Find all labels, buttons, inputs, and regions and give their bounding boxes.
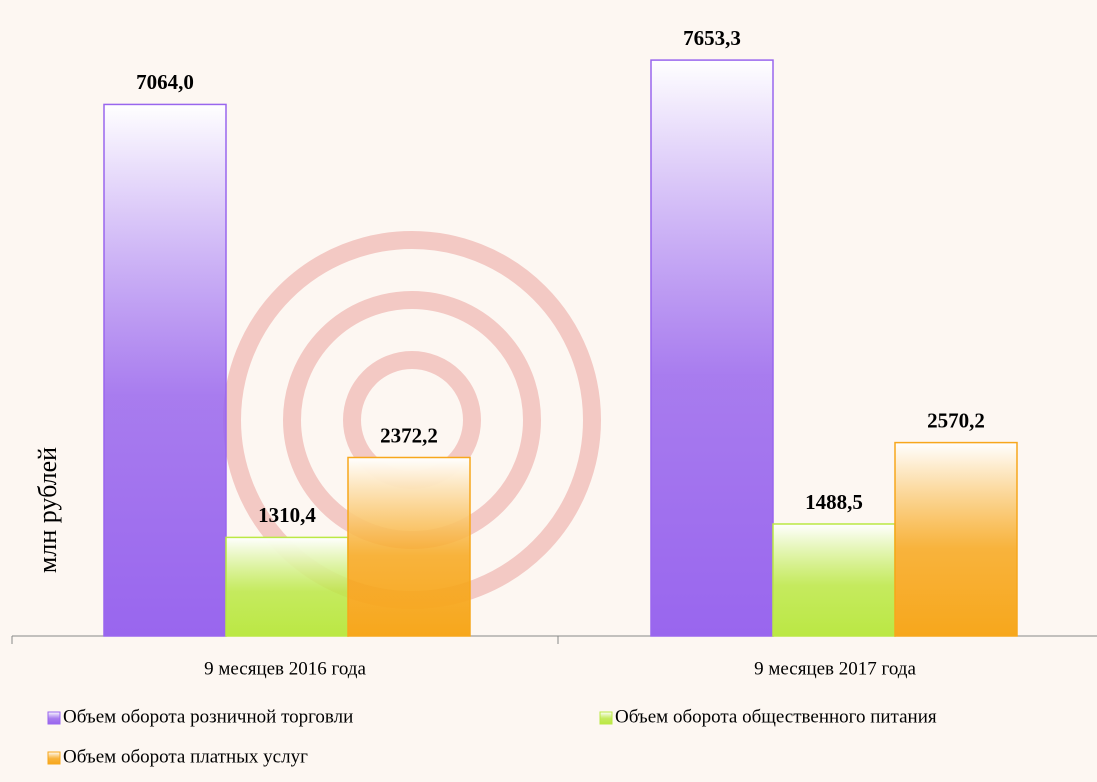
- legend-label: Объем оборота общественного питания: [615, 706, 937, 727]
- x-tick-label: 9 месяцев 2016 года: [204, 658, 366, 679]
- bar: [773, 524, 895, 636]
- value-label: 1310,4: [258, 503, 316, 527]
- value-label: 2570,2: [927, 408, 985, 432]
- bar: [651, 60, 773, 636]
- y-axis-label: млн рублей: [33, 447, 62, 573]
- bar: [895, 443, 1017, 636]
- value-label: 2372,2: [380, 423, 438, 447]
- bar: [226, 537, 348, 636]
- chart: млн рублей 9 месяцев 2016 года 7064,0 1310…: [0, 0, 1097, 782]
- legend-swatch: [48, 752, 60, 764]
- x-tick-label: 9 месяцев 2017 года: [754, 658, 916, 679]
- value-label: 1488,5: [805, 490, 863, 514]
- legend-swatch: [600, 712, 612, 724]
- bar: [348, 457, 470, 636]
- legend-label: Объем оборота розничной торговли: [63, 706, 353, 727]
- legend-swatch: [48, 712, 60, 724]
- value-label: 7653,3: [683, 26, 741, 50]
- value-label: 7064,0: [136, 70, 194, 94]
- legend-label: Объем оборота платных услуг: [63, 746, 308, 767]
- bar: [104, 104, 226, 636]
